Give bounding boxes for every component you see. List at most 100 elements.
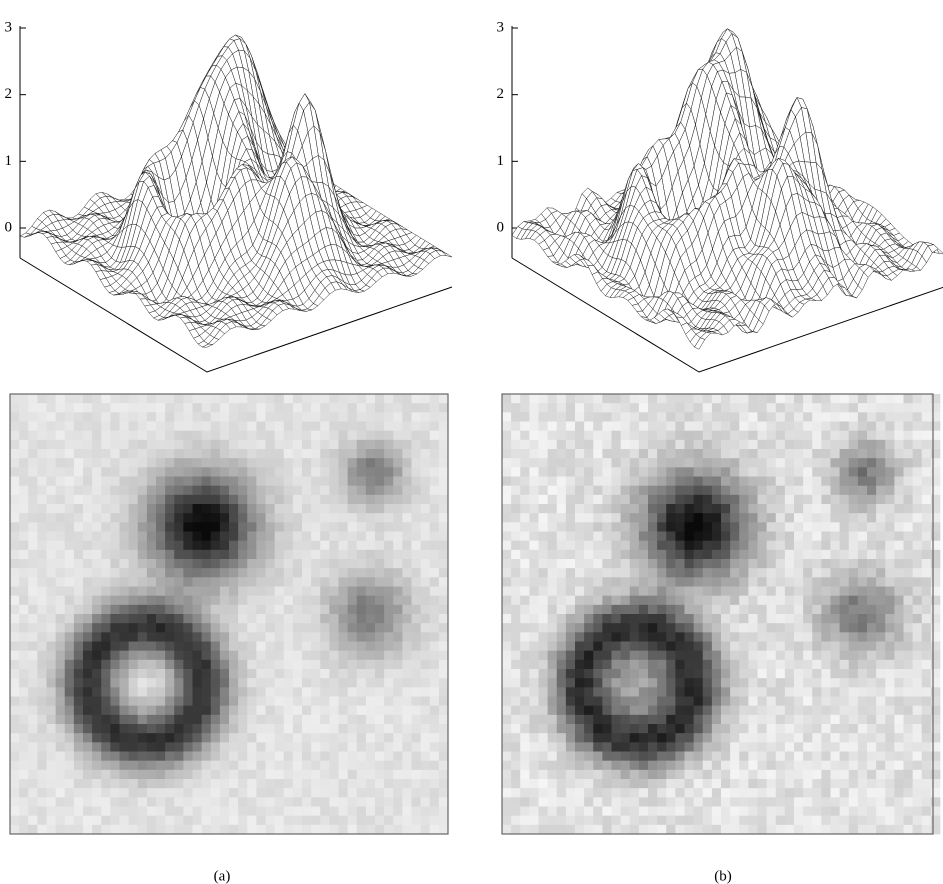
pixel	[46, 430, 57, 441]
pixel	[411, 412, 422, 422]
pixel	[384, 458, 394, 468]
pixel	[338, 577, 349, 587]
pixel	[210, 586, 221, 597]
pixel	[402, 815, 412, 826]
pixel	[347, 824, 358, 835]
pixel	[384, 522, 394, 532]
pixel	[320, 595, 330, 606]
pixel	[183, 824, 193, 835]
pixel	[438, 705, 449, 716]
pixel	[174, 595, 184, 606]
pixel	[283, 577, 294, 587]
pixel	[210, 779, 221, 789]
pixel	[238, 549, 248, 560]
pixel	[210, 687, 221, 697]
pixel	[411, 797, 422, 807]
pixel	[292, 394, 303, 404]
pixel	[402, 806, 412, 817]
pixel	[311, 669, 321, 679]
pixel	[64, 403, 75, 413]
pixel	[329, 779, 339, 789]
pixel	[219, 540, 230, 551]
pixel	[247, 513, 257, 523]
pixel	[311, 513, 321, 523]
pixel	[420, 797, 431, 807]
pixel	[283, 678, 294, 688]
pixel	[192, 614, 203, 624]
pixel	[393, 494, 403, 505]
pixel	[438, 485, 449, 496]
pixel	[420, 724, 431, 734]
pixel	[128, 788, 139, 798]
pixel	[393, 641, 403, 652]
pixel	[156, 540, 166, 551]
pixel	[329, 650, 339, 661]
pixel	[64, 779, 75, 789]
pixel	[283, 742, 294, 752]
pixel	[101, 623, 111, 633]
pixel	[55, 797, 66, 807]
pixel	[375, 412, 385, 422]
pixel	[19, 586, 29, 597]
pixel	[128, 531, 139, 542]
pixel	[283, 760, 294, 771]
pixel	[119, 513, 130, 523]
pixel	[265, 742, 276, 752]
pixel	[201, 806, 212, 817]
pixel	[183, 394, 193, 404]
pixel	[146, 687, 157, 697]
pixel	[165, 559, 175, 569]
pixel	[247, 623, 257, 633]
pixel	[174, 458, 184, 468]
pixel	[83, 632, 93, 642]
pixel	[192, 577, 203, 587]
pixel	[329, 760, 339, 771]
pixel	[384, 467, 394, 477]
pixel	[429, 779, 440, 789]
pixel	[137, 568, 148, 578]
pixel	[238, 779, 248, 789]
pixel	[420, 439, 431, 450]
pixel	[402, 751, 412, 762]
pixel	[28, 632, 38, 642]
pixel	[265, 421, 276, 432]
pixel	[46, 724, 57, 734]
pixel	[128, 733, 139, 743]
pixel	[92, 815, 102, 826]
pixel	[146, 769, 157, 780]
pixel	[238, 540, 248, 551]
pixel	[256, 403, 266, 413]
pixel	[92, 559, 102, 569]
pixel	[320, 568, 330, 578]
pixel	[219, 549, 230, 560]
pixel	[338, 733, 349, 743]
pixel	[19, 467, 29, 477]
pixel	[110, 540, 120, 551]
pixel	[429, 540, 440, 551]
pixel	[128, 586, 139, 597]
pixel	[274, 549, 285, 560]
pixel	[10, 815, 20, 826]
pixel	[10, 824, 20, 835]
pixel	[19, 568, 29, 578]
pixel	[329, 412, 339, 422]
pixel	[174, 669, 184, 679]
pixel	[283, 540, 294, 551]
pixel	[92, 632, 102, 642]
pixel	[192, 714, 203, 725]
pixel	[274, 476, 285, 487]
pixel	[46, 733, 57, 743]
pixel	[83, 705, 93, 716]
pixel	[146, 421, 157, 432]
pixel	[128, 751, 139, 762]
pixel	[119, 577, 130, 587]
pixel	[393, 742, 403, 752]
pixel	[429, 485, 440, 496]
pixel	[229, 531, 239, 542]
pixel	[19, 806, 29, 817]
pixel	[393, 815, 403, 826]
pixel	[92, 412, 102, 422]
pixel	[146, 485, 157, 496]
pixel	[10, 430, 20, 441]
pixel	[420, 641, 431, 652]
